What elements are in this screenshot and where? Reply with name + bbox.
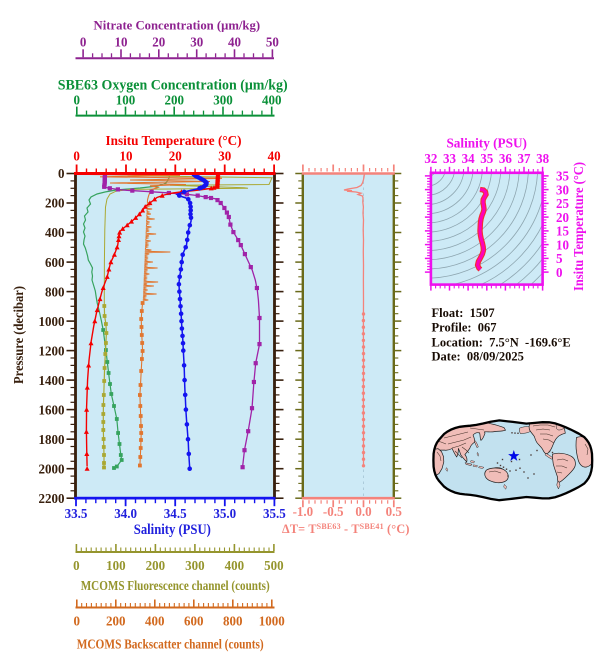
svg-text:34: 34 (462, 152, 475, 167)
svg-text:Nitrate Concentration (μm/kg): Nitrate Concentration (μm/kg) (94, 18, 261, 33)
svg-text:1800: 1800 (39, 433, 65, 448)
svg-text:33.5: 33.5 (65, 507, 88, 522)
svg-text:2000: 2000 (39, 462, 65, 477)
svg-text:0: 0 (73, 559, 80, 574)
svg-text:200: 200 (146, 559, 166, 574)
svg-text:0: 0 (556, 266, 563, 281)
svg-text:Salinity (PSU): Salinity (PSU) (134, 522, 211, 538)
svg-text:30: 30 (556, 183, 569, 198)
svg-text:SBE63 Oxygen Concentration (μm: SBE63 Oxygen Concentration (μm/kg) (58, 78, 288, 94)
svg-text:400: 400 (225, 559, 245, 574)
svg-text:37: 37 (518, 152, 531, 167)
svg-text:Pressure (decibar): Pressure (decibar) (12, 286, 27, 384)
svg-text:200: 200 (164, 94, 184, 109)
svg-text:38: 38 (536, 152, 549, 167)
svg-text:35.5: 35.5 (263, 507, 286, 522)
svg-text:1600: 1600 (39, 403, 65, 418)
svg-text:Date: 08/09/2025: Date: 08/09/2025 (432, 350, 524, 364)
svg-text:MCOMS Backscatter channel (cou: MCOMS Backscatter channel (counts) (77, 637, 264, 652)
svg-text:1400: 1400 (39, 374, 65, 389)
svg-text:1200: 1200 (39, 344, 65, 359)
svg-text:100: 100 (106, 559, 126, 574)
svg-text:32: 32 (424, 152, 437, 167)
svg-text:100: 100 (116, 94, 136, 109)
svg-text:20: 20 (169, 150, 182, 165)
svg-text:34.5: 34.5 (164, 507, 187, 522)
svg-text:800: 800 (45, 285, 65, 300)
svg-text:0: 0 (73, 150, 80, 165)
svg-text:800: 800 (223, 615, 243, 630)
svg-text:600: 600 (45, 256, 65, 271)
svg-text:25: 25 (556, 197, 569, 212)
svg-text:0: 0 (58, 167, 65, 182)
svg-text:600: 600 (184, 615, 204, 630)
svg-text:Salinity (PSU): Salinity (PSU) (446, 137, 527, 152)
svg-text:ΔT= TSBE63 - TSBE41 (°C): ΔT= TSBE63 - TSBE41 (°C) (282, 522, 410, 536)
svg-text:-0.5: -0.5 (323, 505, 344, 520)
svg-text:300: 300 (185, 559, 205, 574)
svg-text:300: 300 (213, 94, 233, 109)
svg-text:200: 200 (106, 615, 126, 630)
svg-text:0: 0 (80, 36, 87, 51)
svg-text:30: 30 (190, 36, 203, 51)
svg-text:400: 400 (145, 615, 165, 630)
svg-text:Float: 1507: Float: 1507 (432, 306, 495, 320)
svg-text:200: 200 (45, 197, 65, 212)
svg-text:36: 36 (499, 152, 512, 167)
svg-text:40: 40 (268, 150, 281, 165)
svg-text:400: 400 (262, 94, 282, 109)
svg-text:Profile: 067: Profile: 067 (432, 321, 497, 335)
svg-text:20: 20 (556, 211, 569, 226)
svg-text:35: 35 (480, 152, 493, 167)
svg-text:500: 500 (264, 559, 284, 574)
svg-text:2200: 2200 (39, 492, 65, 507)
svg-text:10: 10 (115, 36, 128, 51)
svg-text:Insitu Temperature (°C): Insitu Temperature (°C) (106, 133, 242, 148)
svg-text:400: 400 (45, 226, 65, 241)
svg-text:1000: 1000 (259, 615, 285, 630)
svg-text:33: 33 (443, 152, 456, 167)
svg-text:Location: 7.5°N -169.6°E: Location: 7.5°N -169.6°E (432, 336, 571, 350)
svg-text:0.0: 0.0 (355, 505, 371, 520)
svg-text:1000: 1000 (39, 315, 65, 330)
svg-text:5: 5 (556, 252, 563, 267)
svg-text:35.0: 35.0 (213, 507, 236, 522)
svg-text:20: 20 (152, 36, 165, 51)
svg-text:34.0: 34.0 (114, 507, 137, 522)
svg-text:50: 50 (266, 36, 279, 51)
svg-text:0: 0 (74, 615, 81, 630)
svg-text:15: 15 (556, 225, 569, 240)
svg-text:MCOMS Fluorescence channel (co: MCOMS Fluorescence channel (counts) (81, 578, 270, 593)
svg-text:10: 10 (556, 238, 569, 253)
svg-text:0.5: 0.5 (386, 505, 402, 520)
svg-text:Insitu Temperature (°C): Insitu Temperature (°C) (572, 162, 587, 291)
svg-text:30: 30 (218, 150, 231, 165)
svg-text:40: 40 (228, 36, 241, 51)
svg-text:35: 35 (556, 170, 569, 185)
svg-text:10: 10 (120, 150, 133, 165)
svg-text:0: 0 (74, 94, 81, 109)
svg-text:-1.0: -1.0 (293, 505, 314, 520)
